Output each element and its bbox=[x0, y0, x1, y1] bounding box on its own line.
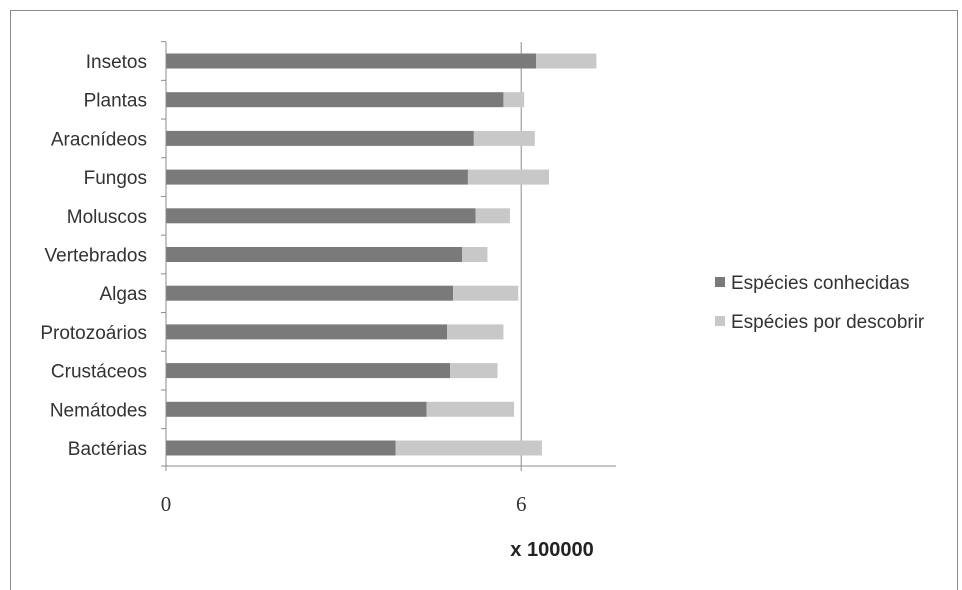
category-label: Vertebrados bbox=[45, 246, 147, 267]
x-tick-label: 0 bbox=[161, 492, 172, 516]
bar-known bbox=[166, 92, 504, 108]
bar-known bbox=[166, 324, 448, 340]
bar-known bbox=[166, 247, 462, 262]
category-label: Crustáceos bbox=[51, 362, 147, 383]
bar-known bbox=[166, 53, 536, 69]
bar-known bbox=[166, 401, 427, 417]
category-label: Moluscos bbox=[67, 207, 147, 228]
category-labels: Insetos Plantas Aracnídeos Fungos Moluscos Ve… bbox=[40, 52, 147, 460]
category-label: Nemátodes bbox=[50, 400, 147, 421]
bar-known bbox=[166, 285, 454, 301]
chart-frame bbox=[10, 10, 958, 590]
bar-undiscovered bbox=[447, 324, 504, 340]
bar-undiscovered bbox=[395, 440, 542, 456]
bar-known bbox=[166, 208, 476, 224]
category-label: Aracnídeos bbox=[51, 129, 147, 150]
legend-swatch bbox=[715, 316, 725, 326]
category-label: Fungos bbox=[84, 168, 147, 189]
bar-undiscovered bbox=[475, 208, 510, 224]
category-label: Insetos bbox=[86, 52, 147, 73]
legend-entry: Espécies por descobrir bbox=[731, 312, 925, 333]
category-label: Algas bbox=[99, 284, 147, 305]
bar-undiscovered bbox=[426, 401, 515, 417]
bar-known bbox=[166, 440, 396, 456]
bar-known bbox=[166, 363, 451, 379]
bar-known bbox=[166, 169, 468, 185]
bar-known bbox=[166, 130, 474, 146]
x-axis-unit-label: x 100000 bbox=[510, 539, 593, 561]
bar-undiscovered bbox=[473, 130, 535, 146]
category-label: Bactérias bbox=[68, 439, 147, 460]
bar-undiscovered bbox=[467, 169, 550, 185]
category-label: Protozoários bbox=[40, 323, 147, 344]
bar-undiscovered bbox=[503, 92, 525, 108]
x-tick-label: 6 bbox=[516, 492, 527, 516]
bar-undiscovered bbox=[453, 285, 519, 301]
bar-undiscovered bbox=[536, 53, 597, 69]
axis-layer bbox=[161, 41, 616, 471]
category-label: Plantas bbox=[84, 91, 147, 112]
legend: Espécies conhecidas Espécies por descobri… bbox=[715, 273, 925, 333]
bar-undiscovered bbox=[450, 363, 498, 379]
bars-layer bbox=[166, 53, 597, 456]
legend-swatch bbox=[715, 277, 725, 287]
bar-undiscovered bbox=[462, 247, 488, 262]
legend-entry: Espécies conhecidas bbox=[731, 273, 910, 294]
